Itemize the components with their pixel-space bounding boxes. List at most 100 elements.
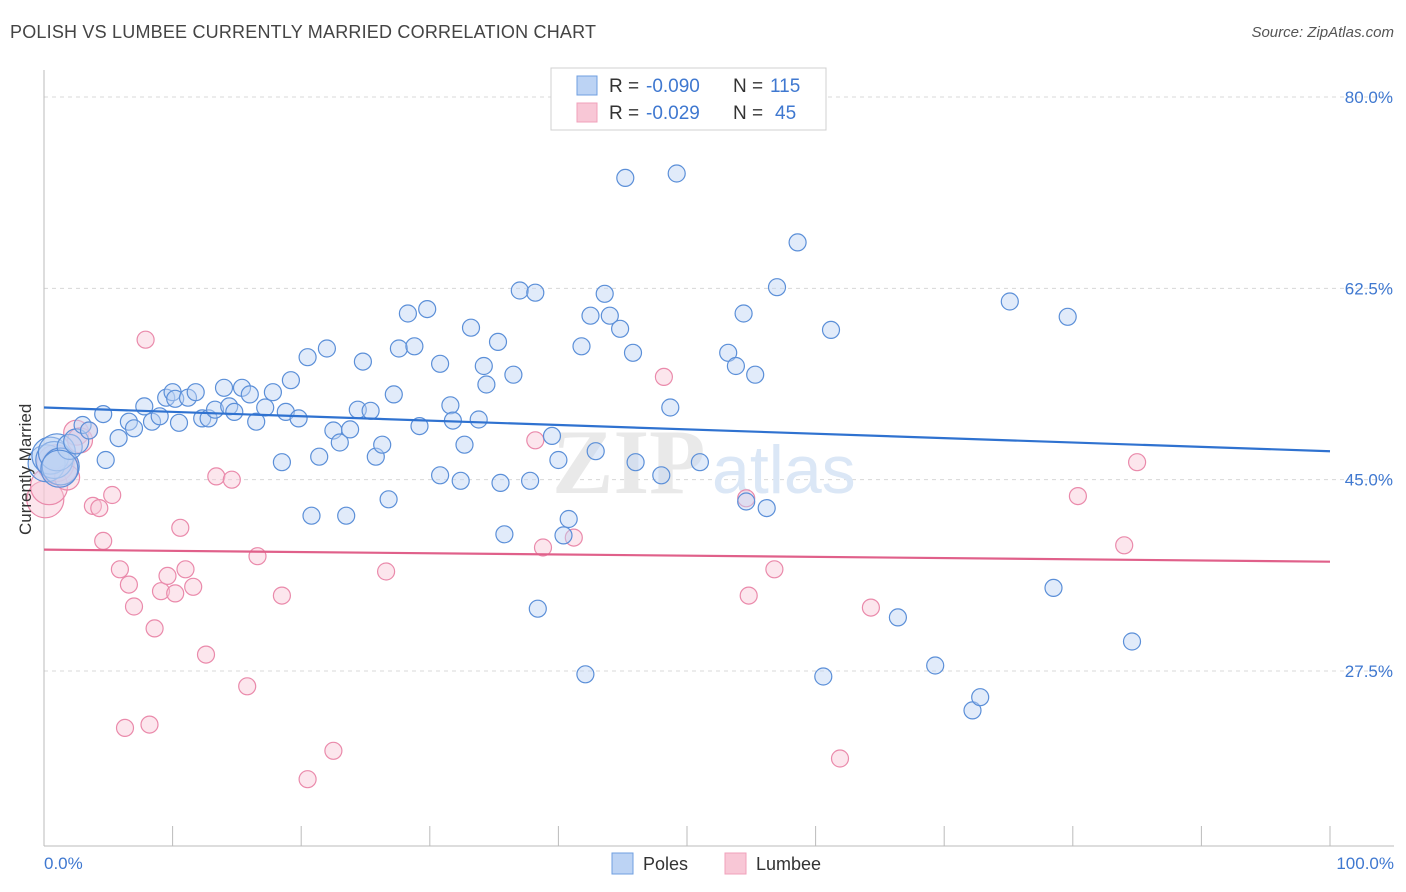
watermark-atlas: atlas (712, 432, 856, 508)
x-tick-label-max: 100.0% (1336, 854, 1394, 873)
lumbee-point (171, 518, 190, 537)
poles-point (341, 420, 360, 439)
lumbee-point (196, 645, 216, 664)
poles-point (379, 490, 398, 509)
poles-point (474, 356, 493, 376)
poles-n-value: 115 (770, 76, 800, 97)
lumbee-r-label: R = (609, 103, 639, 124)
poles-point (559, 509, 578, 529)
poles-point (520, 471, 540, 490)
poles-point (757, 499, 776, 518)
lumbee-n-label: N = (733, 103, 763, 124)
poles-point (455, 435, 474, 454)
y-tick-label: 27.5% (1345, 662, 1393, 681)
poles-point (441, 396, 460, 415)
poles-point (491, 473, 510, 492)
poles-point (549, 450, 568, 470)
poles-point (398, 304, 417, 323)
poles-point (317, 339, 336, 358)
lumbee-point (377, 562, 396, 581)
lumbee-point (1127, 453, 1147, 472)
lumbee-point (158, 566, 177, 586)
legend-poles-label[interactable]: Poles (643, 854, 688, 874)
stats-legend: R = -0.090 N = 115 R = -0.029 N = 45 (550, 67, 827, 131)
poles-point (337, 506, 356, 525)
lumbee-point (526, 431, 545, 450)
poles-point (746, 365, 765, 384)
poles-r-label: R = (609, 76, 639, 97)
poles-point (610, 319, 630, 338)
poles-point (1122, 632, 1142, 651)
legend-poles-swatch[interactable] (611, 852, 634, 875)
lumbee-point (1068, 487, 1088, 506)
poles-point (410, 417, 429, 436)
lumbee-point (184, 577, 203, 596)
poles-point (214, 378, 234, 397)
poles-point (256, 398, 275, 417)
poles-point (623, 343, 643, 362)
lumbee-point (739, 586, 758, 605)
poles-swatch (576, 75, 598, 96)
poles-point (389, 339, 408, 358)
poles-point (431, 354, 450, 373)
poles-point (737, 492, 756, 511)
poles-point (554, 526, 573, 545)
lumbee-point (298, 770, 317, 789)
poles-point (661, 398, 680, 417)
lumbee-point (166, 584, 185, 603)
lumbee-point (654, 367, 674, 386)
poles-point (41, 447, 80, 486)
x-tick-label-min: 0.0% (44, 854, 83, 873)
poles-point (302, 506, 321, 525)
lumbee-point (238, 677, 257, 696)
poles-point (888, 608, 908, 627)
poles-point (495, 525, 514, 544)
lumbee-point (94, 531, 113, 551)
poles-trend-line (43, 406, 1331, 453)
poles-point (431, 466, 450, 485)
poles-n-label: N = (733, 76, 763, 97)
poles-point (225, 402, 244, 421)
poles-point (581, 306, 600, 325)
poles-point (418, 300, 437, 319)
legend-lumbee-label[interactable]: Lumbee (756, 854, 821, 874)
poles-point (595, 284, 614, 303)
lumbee-point (103, 485, 122, 505)
poles-point (526, 283, 545, 302)
poles-point (263, 383, 282, 402)
lumbee-point (110, 560, 130, 579)
trend-lines (43, 406, 1331, 563)
poles-point (79, 421, 99, 440)
lumbee-point (272, 586, 291, 605)
poles-point (667, 164, 686, 183)
x-ticks (43, 826, 1331, 846)
poles-point (576, 665, 595, 684)
poles-point (788, 233, 807, 252)
lumbee-point (324, 741, 343, 760)
poles-point (926, 656, 945, 675)
y-tick-label: 62.5% (1345, 279, 1393, 298)
y-axis-title: Currently Married (16, 403, 35, 535)
poles-point (405, 337, 424, 356)
poles-point (504, 365, 523, 384)
lumbee-point (207, 467, 226, 486)
poles-point (353, 352, 372, 371)
poles-points (27, 91, 1142, 720)
legend-lumbee-swatch[interactable] (724, 852, 747, 875)
lumbee-point (140, 715, 159, 734)
y-tick-label: 45.0% (1345, 471, 1393, 490)
poles-point (37, 433, 77, 472)
poles-point (488, 332, 508, 351)
poles-point (767, 278, 787, 297)
lumbee-point (145, 619, 164, 638)
lumbee-swatch (576, 102, 598, 123)
poles-point (477, 375, 496, 394)
poles-point (461, 318, 481, 337)
poles-point (469, 410, 488, 429)
poles-point (528, 599, 547, 618)
lumbee-point (124, 597, 144, 616)
poles-point (169, 413, 189, 432)
source-label: Source: ZipAtlas.com (1251, 24, 1394, 41)
lumbee-point (151, 582, 171, 601)
